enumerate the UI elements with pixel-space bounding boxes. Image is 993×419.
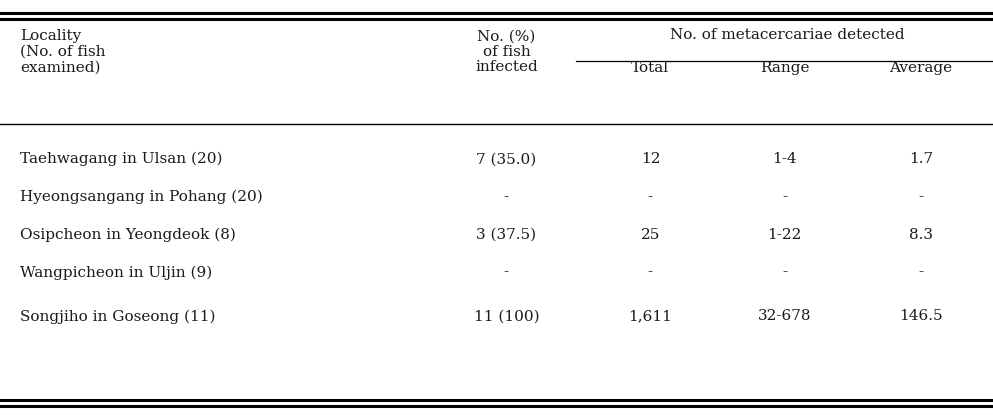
Text: 11 (100): 11 (100) xyxy=(474,309,539,323)
Text: (No. of fish: (No. of fish xyxy=(20,45,105,59)
Text: 7 (35.0): 7 (35.0) xyxy=(477,152,536,166)
Text: No. (%): No. (%) xyxy=(478,29,535,43)
Text: -: - xyxy=(503,190,509,204)
Text: -: - xyxy=(919,190,923,204)
Text: Taehwagang in Ulsan (20): Taehwagang in Ulsan (20) xyxy=(20,152,222,166)
Text: Hyeongsangang in Pohang (20): Hyeongsangang in Pohang (20) xyxy=(20,190,262,204)
Text: -: - xyxy=(919,265,923,279)
Text: -: - xyxy=(781,190,787,204)
Text: Total: Total xyxy=(632,61,669,75)
Text: examined): examined) xyxy=(20,60,100,74)
Text: -: - xyxy=(647,190,653,204)
Text: 32-678: 32-678 xyxy=(758,309,811,323)
Text: Wangpicheon in Uljin (9): Wangpicheon in Uljin (9) xyxy=(20,265,213,279)
Text: Range: Range xyxy=(760,61,809,75)
Text: -: - xyxy=(647,265,653,279)
Text: -: - xyxy=(503,265,509,279)
Text: 25: 25 xyxy=(640,228,660,242)
Text: 8.3: 8.3 xyxy=(909,228,933,242)
Text: Osipcheon in Yeongdeok (8): Osipcheon in Yeongdeok (8) xyxy=(20,228,235,242)
Text: 146.5: 146.5 xyxy=(900,309,942,323)
Text: No. of metacercariae detected: No. of metacercariae detected xyxy=(669,28,905,42)
Text: 12: 12 xyxy=(640,152,660,166)
Text: 1.7: 1.7 xyxy=(909,152,933,166)
Text: -: - xyxy=(781,265,787,279)
Text: 1-4: 1-4 xyxy=(773,152,796,166)
Text: of fish: of fish xyxy=(483,45,530,59)
Text: Songjiho in Goseong (11): Songjiho in Goseong (11) xyxy=(20,309,215,323)
Text: 1-22: 1-22 xyxy=(768,228,801,242)
Text: 1,611: 1,611 xyxy=(629,309,672,323)
Text: Average: Average xyxy=(890,61,952,75)
Text: infected: infected xyxy=(475,60,538,74)
Text: Locality: Locality xyxy=(20,29,81,43)
Text: 3 (37.5): 3 (37.5) xyxy=(477,228,536,242)
